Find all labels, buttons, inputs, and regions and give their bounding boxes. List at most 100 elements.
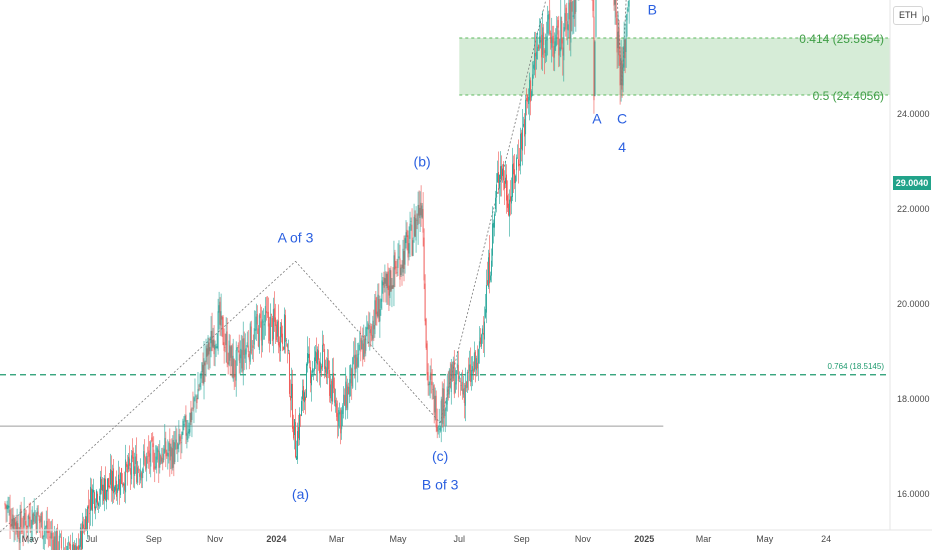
candle-down bbox=[373, 325, 375, 330]
candle-up bbox=[297, 431, 298, 460]
candle-up bbox=[537, 46, 539, 52]
candle-up bbox=[255, 316, 257, 331]
candle-down bbox=[482, 333, 484, 335]
candle-up bbox=[193, 397, 195, 408]
candle-down bbox=[504, 181, 505, 189]
candle-down bbox=[180, 442, 182, 444]
candle-up bbox=[107, 478, 108, 492]
x-tick-label: Nov bbox=[575, 534, 592, 544]
candle-up bbox=[276, 321, 278, 337]
candle-up bbox=[386, 273, 388, 289]
candle-up bbox=[454, 382, 456, 393]
candle-up bbox=[367, 323, 369, 330]
candle-up bbox=[554, 41, 556, 54]
candle-up bbox=[210, 330, 212, 344]
x-tick-label: 2024 bbox=[266, 534, 286, 544]
candle-up bbox=[128, 456, 130, 470]
candle-up bbox=[156, 447, 158, 460]
wave-label: A of 3 bbox=[278, 229, 314, 245]
candle-down bbox=[503, 164, 504, 181]
candle-up bbox=[261, 319, 263, 346]
candle-down bbox=[165, 441, 167, 457]
candle-down bbox=[247, 345, 249, 353]
candle-down bbox=[451, 364, 453, 382]
candle-up bbox=[183, 424, 185, 426]
candle-down bbox=[116, 480, 118, 497]
candle-down bbox=[472, 368, 474, 374]
candle-down bbox=[426, 343, 428, 376]
candle-up bbox=[347, 386, 349, 410]
candle-up bbox=[123, 483, 125, 486]
symbol-badge[interactable]: ETH bbox=[893, 6, 923, 25]
candle-down bbox=[427, 372, 429, 386]
candle-up bbox=[106, 489, 107, 502]
candle-down bbox=[20, 508, 22, 528]
candle-down bbox=[274, 317, 276, 326]
candle-down bbox=[162, 453, 164, 464]
candle-up bbox=[81, 521, 83, 549]
candle-down bbox=[433, 385, 435, 415]
candle-down bbox=[68, 542, 70, 546]
candle-up bbox=[73, 545, 75, 555]
candle-up bbox=[301, 401, 302, 416]
candle-down bbox=[113, 468, 115, 494]
candle-down bbox=[35, 515, 37, 530]
candle-up bbox=[283, 314, 285, 350]
candle-down bbox=[329, 369, 331, 396]
candle-up bbox=[625, 24, 627, 53]
candle-down bbox=[569, 0, 571, 39]
candle-up bbox=[548, 13, 550, 20]
candle-down bbox=[368, 325, 370, 329]
candle-up bbox=[216, 346, 218, 349]
candle-down bbox=[145, 457, 147, 470]
candle-down bbox=[407, 235, 409, 258]
candle-down bbox=[309, 353, 310, 363]
candle-up bbox=[30, 531, 32, 532]
candle-down bbox=[286, 344, 288, 348]
candle-down bbox=[127, 464, 129, 473]
candle-up bbox=[450, 363, 452, 393]
candle-up bbox=[100, 476, 101, 495]
candle-up bbox=[573, 0, 575, 19]
candle-down bbox=[360, 338, 362, 352]
candle-down bbox=[518, 159, 520, 167]
candle-down bbox=[351, 368, 353, 387]
candle-up bbox=[314, 357, 316, 371]
candle-down bbox=[621, 60, 623, 90]
candle-up bbox=[478, 341, 480, 349]
wave-label: B of 3 bbox=[422, 476, 459, 492]
candle-down bbox=[222, 317, 224, 345]
candle-up bbox=[556, 25, 558, 35]
candle-down bbox=[383, 277, 385, 288]
candle-down bbox=[227, 362, 229, 365]
candle-down bbox=[151, 437, 153, 442]
candle-down bbox=[449, 369, 451, 388]
candle-up bbox=[53, 536, 55, 555]
candle-down bbox=[519, 163, 521, 166]
candle-down bbox=[371, 335, 373, 341]
candle-up bbox=[330, 384, 332, 399]
candle-up bbox=[622, 65, 624, 86]
candle-down bbox=[97, 493, 98, 505]
candle-up bbox=[365, 327, 367, 351]
candle-up bbox=[134, 466, 136, 476]
candle-up bbox=[240, 348, 242, 359]
candle-up bbox=[140, 469, 142, 481]
candle-up bbox=[437, 427, 439, 432]
candle-down bbox=[344, 395, 346, 406]
candle-up bbox=[516, 157, 518, 171]
candle-up bbox=[79, 527, 81, 547]
candle-up bbox=[142, 468, 144, 479]
candle-down bbox=[39, 518, 41, 524]
candle-down bbox=[562, 47, 564, 56]
candle-up bbox=[312, 368, 314, 373]
candle-down bbox=[300, 415, 301, 416]
candle-down bbox=[557, 20, 559, 28]
candle-down bbox=[524, 119, 526, 137]
candle-up bbox=[16, 520, 18, 532]
candle-up bbox=[525, 99, 527, 135]
candle-down bbox=[441, 398, 443, 423]
candle-up bbox=[446, 386, 448, 405]
